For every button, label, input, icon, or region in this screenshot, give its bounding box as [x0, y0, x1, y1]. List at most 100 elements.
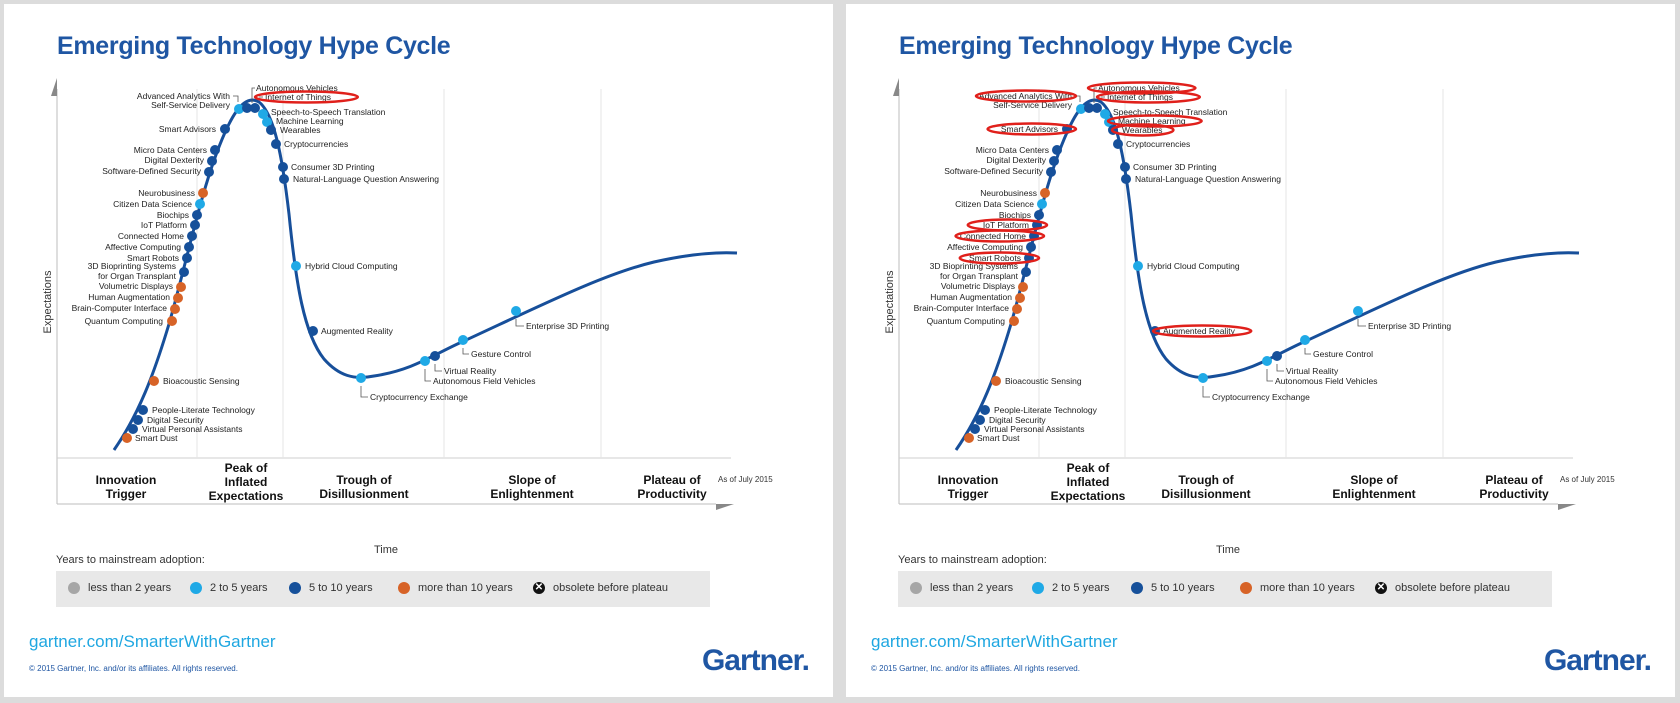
technology-point: Brain-Computer Interface	[914, 303, 1022, 314]
circle-gray-icon	[68, 582, 80, 594]
technology-point: Human Augmentation	[88, 292, 183, 303]
technology-label: Volumetric Displays	[941, 281, 1015, 291]
highlight-ellipse	[253, 90, 360, 104]
phase-slope-of-enlightenment: Slope of Enlightenment	[490, 473, 574, 501]
technology-dot	[198, 188, 208, 198]
leader-line	[434, 364, 442, 372]
technology-point: People-Literate Technology	[980, 405, 1098, 415]
circle-gray-icon	[910, 582, 922, 594]
technology-dot	[184, 242, 194, 252]
technology-dot	[1052, 145, 1062, 155]
technology-label: Internet of Things	[265, 92, 331, 102]
technology-dot	[975, 415, 985, 425]
hype-curve	[112, 98, 738, 451]
circle-dark-blue-icon	[1131, 582, 1143, 594]
technology-point: IoT Platform	[966, 218, 1049, 232]
gartner-link[interactable]: gartner.com/SmarterWithGartner	[871, 632, 1118, 651]
technology-point: Software-Defined Security	[102, 166, 214, 177]
technology-dot	[1092, 103, 1102, 113]
technology-dot	[192, 210, 202, 220]
technology-dot	[291, 261, 301, 271]
technology-point: Bioacoustic Sensing	[149, 376, 240, 386]
technology-dot	[122, 433, 132, 443]
phase-peak-of-inflated-expectations: Peak of Inflated Expectations	[208, 461, 284, 503]
technology-label: Natural-Language Question Answering	[293, 174, 439, 184]
technology-dot	[430, 351, 440, 361]
technology-point: Smart Advisors	[986, 122, 1078, 136]
copyright: © 2015 Gartner, Inc. and/or its affiliat…	[871, 664, 1080, 673]
leader-line	[515, 319, 524, 327]
technology-dot	[234, 104, 244, 114]
phase-peak-of-inflated-expectations: Peak of Inflated Expectations	[1050, 461, 1126, 503]
technology-label: Biochips	[157, 210, 189, 220]
circle-light-blue-icon	[190, 582, 202, 594]
technology-point: Citizen Data Science	[955, 199, 1047, 209]
technology-label: Brain-Computer Interface	[914, 303, 1010, 313]
technology-point: Cryptocurrency Exchange	[1198, 373, 1310, 402]
technology-point: Speech-to-Speech Translation	[258, 107, 386, 119]
legend-item-less-than-2-years: less than 2 years	[910, 582, 1013, 594]
technology-dot	[250, 103, 260, 113]
technology-dot	[220, 124, 230, 134]
technology-label: Wearables	[1122, 125, 1162, 135]
technology-point: Bioacoustic Sensing	[991, 376, 1082, 386]
technology-label: Human Augmentation	[88, 292, 170, 302]
technology-label: Gesture Control	[471, 349, 531, 359]
technology-point: Neurobusiness	[980, 188, 1050, 198]
technology-label: Machine Learning	[1118, 116, 1186, 126]
technology-point: Wearables	[1108, 123, 1175, 137]
technology-label: Cryptocurrencies	[284, 139, 348, 149]
leader-line	[360, 386, 368, 398]
technology-dot	[138, 405, 148, 415]
highlight-ellipse	[974, 89, 1078, 103]
technology-dot	[1133, 261, 1143, 271]
gartner-link[interactable]: gartner.com/SmarterWithGartner	[29, 632, 276, 651]
gartner-logo: Gartner.	[1543, 644, 1652, 677]
technology-label: Gesture Control	[1313, 349, 1373, 359]
technology-point: Connected Home	[118, 231, 197, 241]
technology-label: Biochips	[999, 210, 1031, 220]
hype-cycle-panel-original: Emerging Technology Hype Cycle Expectati…	[4, 4, 833, 697]
technology-label: Smart Robots	[127, 253, 179, 263]
technology-point: Internet of Things	[1092, 90, 1202, 113]
legend-item-5-to-10-years: 5 to 10 years	[289, 582, 373, 594]
technology-label: Advanced Analytics With Self-Service Deli…	[137, 91, 231, 110]
technology-point: 3D Bioprinting Systems for Organ Transpla…	[930, 261, 1031, 281]
technology-label: IoT Platform	[141, 220, 187, 230]
as-of-date: As of July 2015	[1560, 475, 1615, 484]
technology-dot	[176, 282, 186, 292]
x-axis-arrow-icon	[716, 504, 734, 510]
leader-line	[1304, 348, 1311, 355]
circle-light-blue-icon	[1032, 582, 1044, 594]
technology-label: Enterprise 3D Printing	[1368, 321, 1451, 331]
technology-dot	[458, 335, 468, 345]
technology-label: Citizen Data Science	[113, 199, 192, 209]
technology-point: Wearables	[266, 125, 320, 135]
phase-plateau-of-productivity: Plateau of Productivity	[637, 473, 707, 501]
technology-dot	[1046, 167, 1056, 177]
technology-dot	[210, 145, 220, 155]
technology-label: Speech-to-Speech Translation	[271, 107, 386, 117]
technology-label: Autonomous Vehicles	[1098, 83, 1180, 93]
leader-line	[1276, 364, 1284, 372]
technology-label: Neurobusiness	[980, 188, 1037, 198]
x-axis-label: Time	[374, 544, 399, 556]
technology-label: People-Literate Technology	[152, 405, 256, 415]
technology-label: Smart Dust	[135, 433, 178, 443]
technology-label: Affective Computing	[947, 242, 1023, 252]
phase-slope-of-enlightenment: Slope of Enlightenment	[1332, 473, 1416, 501]
highlight-ellipse	[1095, 90, 1202, 104]
leader-line	[233, 95, 239, 102]
technology-label: Virtual Personal Assistants	[984, 424, 1084, 434]
technology-point: Augmented Reality	[308, 326, 394, 336]
chart-title: Emerging Technology Hype Cycle	[899, 32, 1293, 60]
technology-point: Machine Learning	[1104, 114, 1203, 128]
leader-line	[1357, 319, 1366, 327]
circle-dark-blue-icon	[289, 582, 301, 594]
technology-label: Wearables	[280, 125, 320, 135]
circle-x-icon: ✕	[1375, 582, 1387, 594]
technology-point: Autonomous Field Vehicles	[420, 356, 536, 386]
technology-point: Digital Dexterity	[986, 155, 1059, 166]
technology-point: Consumer 3D Printing	[1120, 162, 1217, 172]
